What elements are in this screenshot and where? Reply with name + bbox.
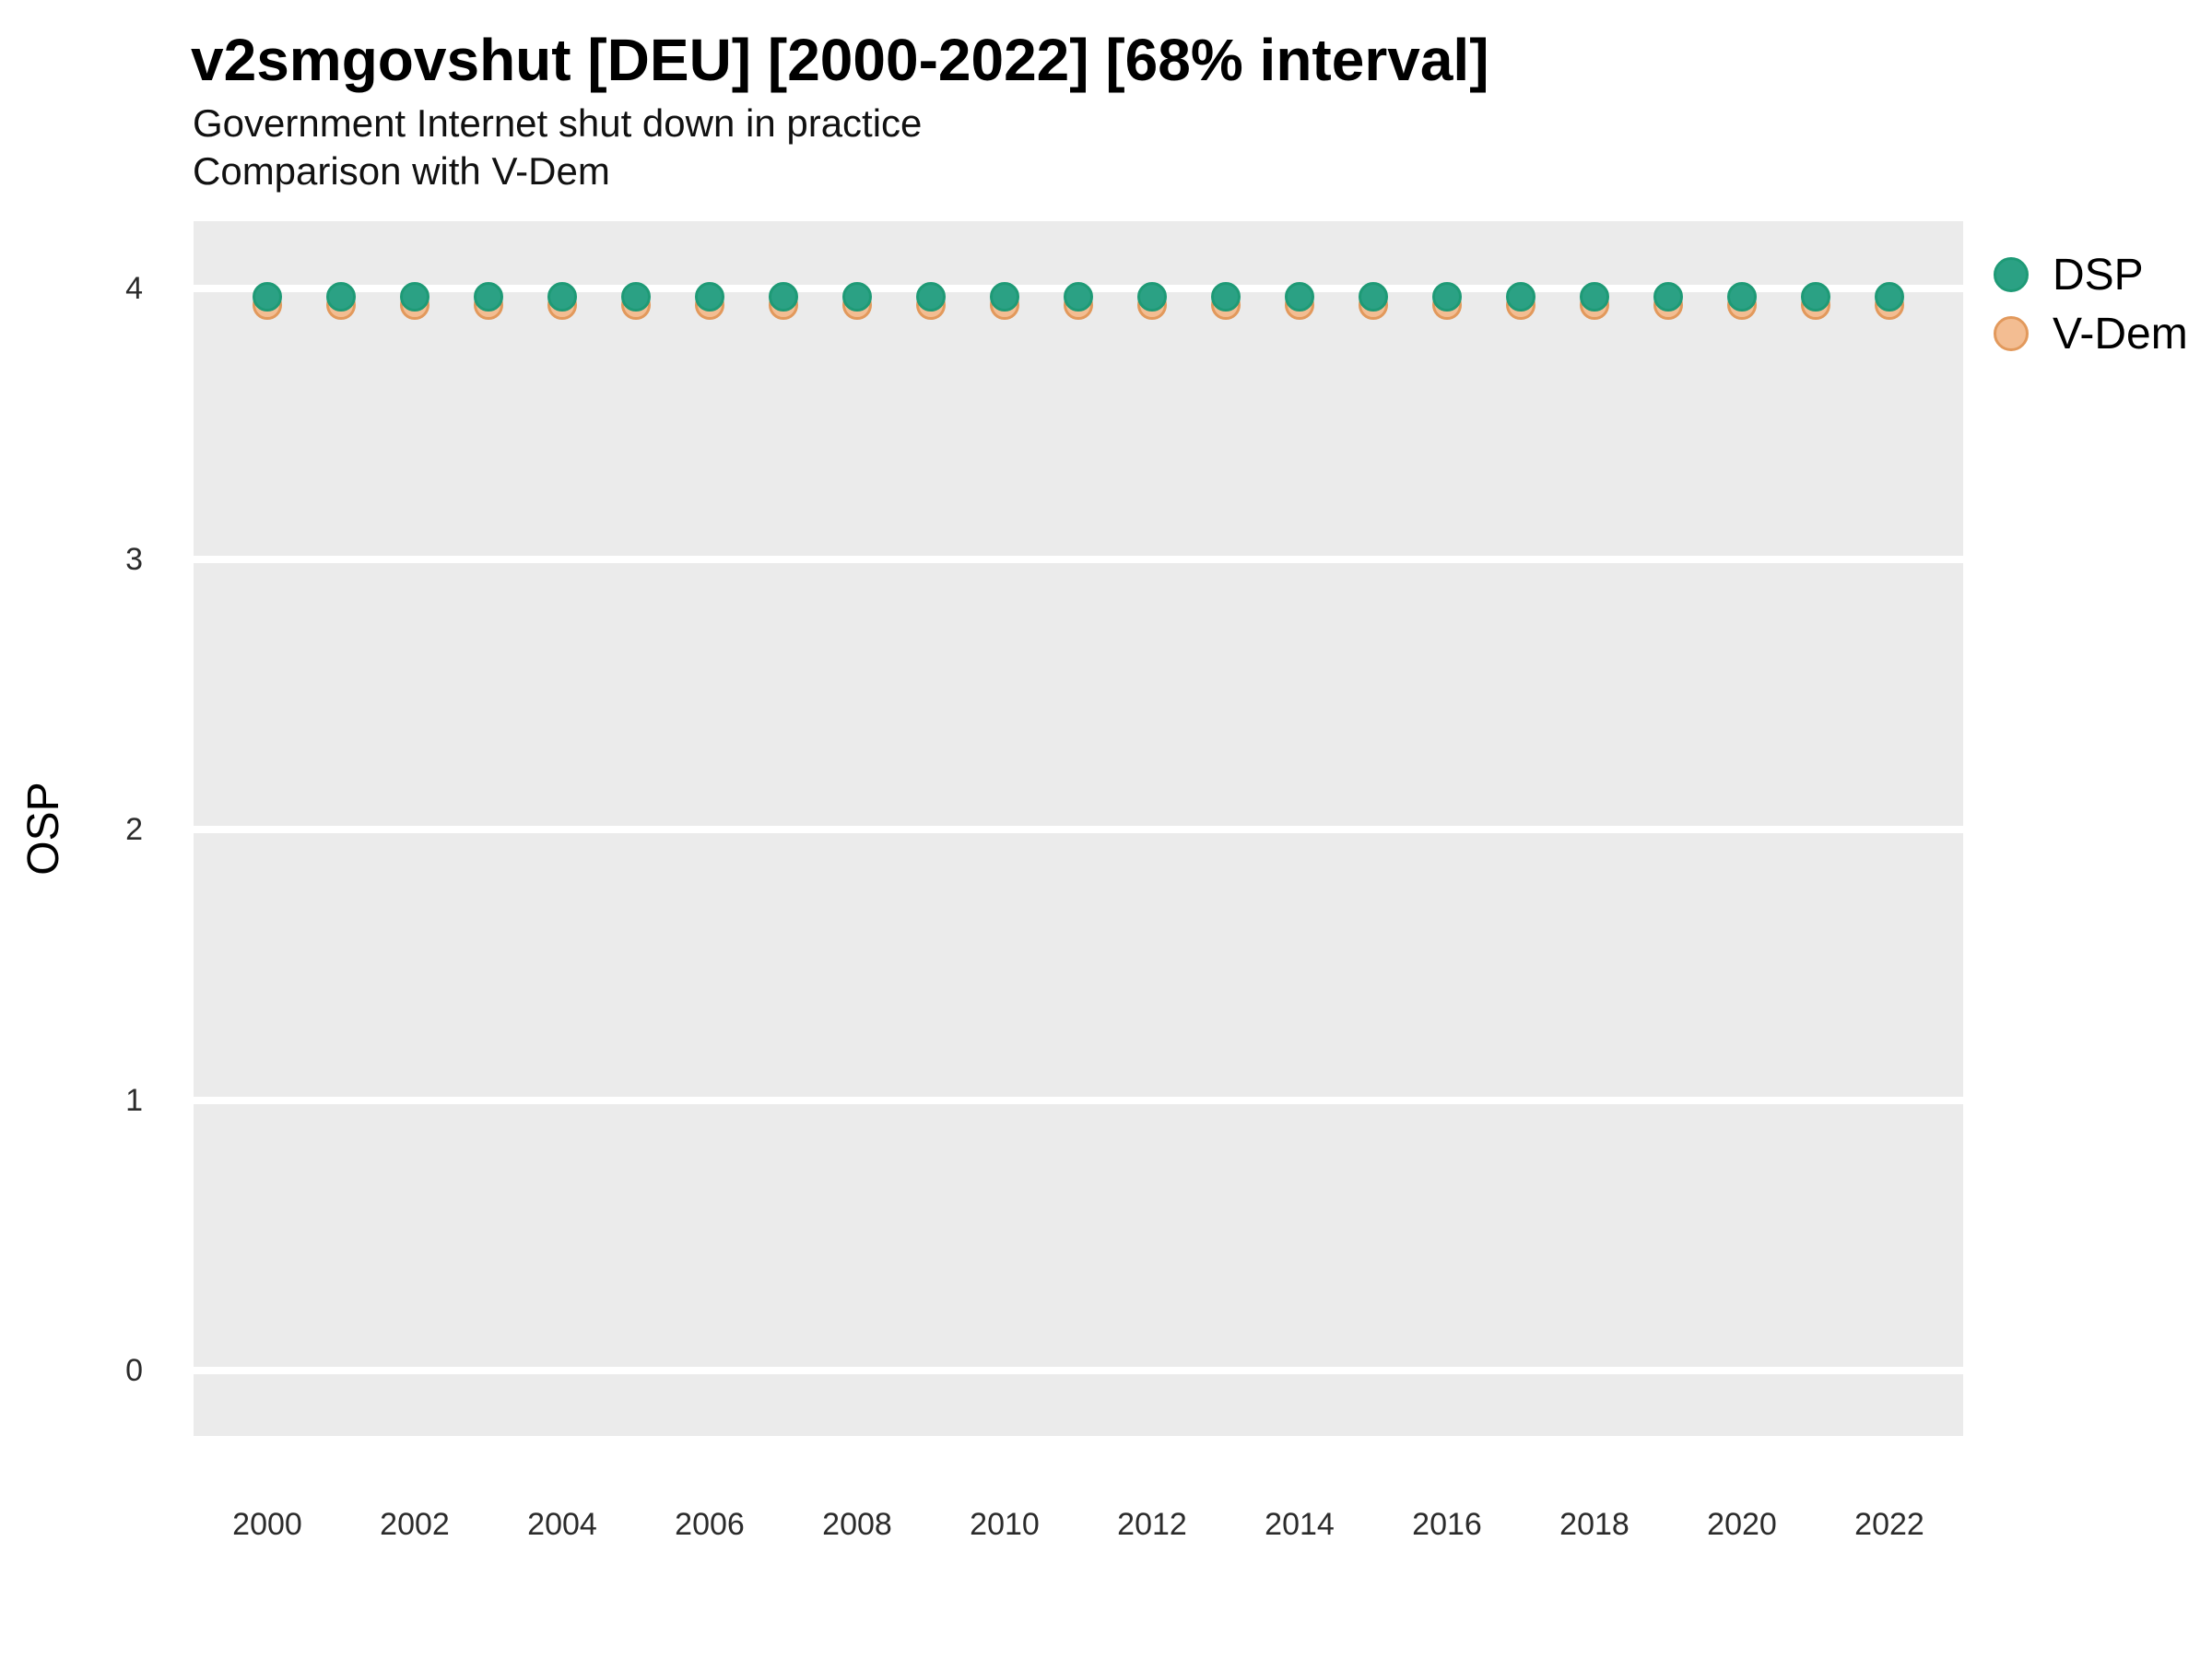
data-point-dsp-2008 bbox=[842, 281, 872, 312]
gridline-y-2 bbox=[194, 826, 1963, 833]
x-tick-label-2012: 2012 bbox=[1117, 1507, 1187, 1542]
y-tick-label-4: 4 bbox=[125, 271, 143, 306]
legend-label-dsp: DSP bbox=[2053, 250, 2144, 300]
x-tick-label-2006: 2006 bbox=[675, 1507, 745, 1542]
data-point-dsp-2013 bbox=[1211, 281, 1241, 312]
y-tick-label-0: 0 bbox=[125, 1353, 143, 1388]
data-point-dsp-2002 bbox=[400, 281, 429, 312]
x-tick-label-2008: 2008 bbox=[822, 1507, 892, 1542]
gridline-y-3 bbox=[194, 555, 1963, 563]
x-tick-label-2000: 2000 bbox=[232, 1507, 302, 1542]
data-point-dsp-2010 bbox=[990, 281, 1019, 312]
data-point-dsp-2019 bbox=[1653, 281, 1683, 312]
data-point-dsp-2022 bbox=[1875, 281, 1904, 312]
data-point-dsp-2021 bbox=[1801, 281, 1830, 312]
vdem-point-icon bbox=[1994, 316, 2029, 351]
data-point-dsp-2004 bbox=[547, 281, 577, 312]
data-point-dsp-2007 bbox=[769, 281, 798, 312]
data-point-dsp-2001 bbox=[326, 281, 356, 312]
y-axis-title: OSP bbox=[19, 782, 68, 876]
data-point-dsp-2005 bbox=[621, 281, 651, 312]
x-tick-label-2016: 2016 bbox=[1412, 1507, 1482, 1542]
legend: DSP V-Dem bbox=[1994, 249, 2188, 359]
x-tick-label-2002: 2002 bbox=[380, 1507, 450, 1542]
x-tick-label-2018: 2018 bbox=[1559, 1507, 1630, 1542]
legend-item-dsp: DSP bbox=[1994, 249, 2188, 300]
x-tick-label-2020: 2020 bbox=[1707, 1507, 1777, 1542]
data-point-dsp-2006 bbox=[695, 281, 724, 312]
data-point-dsp-2011 bbox=[1064, 281, 1093, 312]
y-tick-label-3: 3 bbox=[125, 541, 143, 577]
data-point-dsp-2018 bbox=[1580, 281, 1609, 312]
chart-subtitle-line2: Comparison with V-Dem bbox=[193, 149, 610, 193]
data-point-dsp-2012 bbox=[1137, 281, 1167, 312]
gridline-y-0 bbox=[194, 1367, 1963, 1374]
legend-item-vdem: V-Dem bbox=[1994, 308, 2188, 359]
data-point-dsp-2015 bbox=[1359, 281, 1388, 312]
legend-label-vdem: V-Dem bbox=[2053, 309, 2188, 359]
data-point-dsp-2020 bbox=[1727, 281, 1757, 312]
data-point-dsp-2009 bbox=[916, 281, 946, 312]
dsp-point-icon bbox=[1994, 257, 2029, 292]
plot-panel bbox=[194, 221, 1963, 1436]
chart-subtitle-line1: Government Internet shut down in practic… bbox=[193, 101, 923, 145]
x-tick-label-2010: 2010 bbox=[970, 1507, 1040, 1542]
chart-title: v2smgovshut [DEU] [2000-2022] [68% inter… bbox=[191, 27, 1489, 93]
x-tick-label-2022: 2022 bbox=[1854, 1507, 1924, 1542]
data-point-dsp-2017 bbox=[1506, 281, 1535, 312]
data-point-dsp-2016 bbox=[1432, 281, 1462, 312]
data-point-dsp-2000 bbox=[253, 281, 282, 312]
gridline-y-1 bbox=[194, 1096, 1963, 1104]
data-point-dsp-2003 bbox=[474, 281, 503, 312]
y-tick-label-2: 2 bbox=[125, 812, 143, 847]
data-point-dsp-2014 bbox=[1285, 281, 1314, 312]
y-tick-label-1: 1 bbox=[125, 1082, 143, 1118]
x-tick-label-2014: 2014 bbox=[1265, 1507, 1335, 1542]
x-tick-label-2004: 2004 bbox=[527, 1507, 597, 1542]
